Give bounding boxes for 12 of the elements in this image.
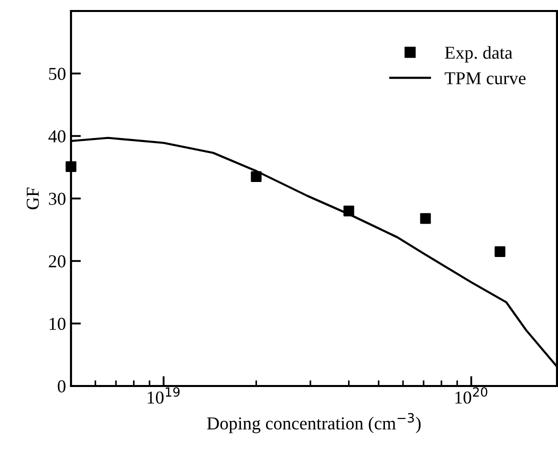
y-tick-label: 10 (50, 318, 66, 330)
y-tick-label: 50 (49, 68, 66, 80)
x-tick-label: 10$^{19}$ (148, 387, 180, 404)
y-tick-label: 20 (48, 255, 66, 268)
legend-label: TPM curve (444, 72, 526, 84)
y-tick-label: 30 (48, 192, 66, 205)
y-tick-label: 40 (48, 130, 66, 142)
legend-label: Exp. data (444, 46, 512, 62)
y-axis-title: GF (26, 188, 39, 210)
x-tick-label: 10$^{20}$ (455, 387, 488, 404)
y-tick-label: 0 (58, 380, 66, 392)
x-axis-title: Doping concentration (cm$^{−3}$) (207, 413, 421, 434)
